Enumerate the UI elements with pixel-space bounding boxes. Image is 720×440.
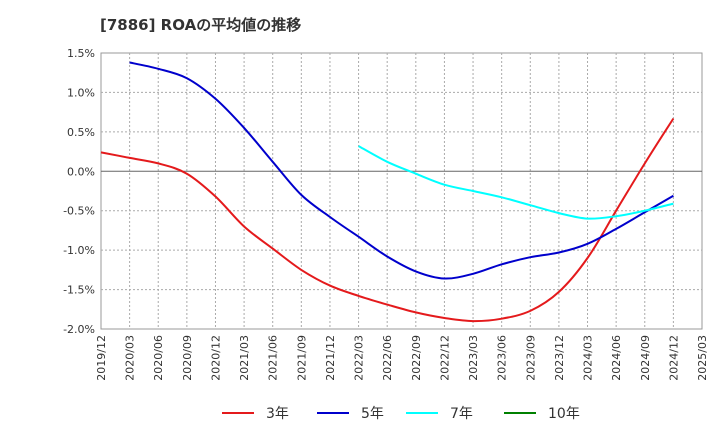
legend-label-1: 5年: [361, 406, 384, 422]
x-tick-label: 2022/12: [438, 335, 451, 381]
x-tick-label: 2021/12: [324, 335, 337, 381]
y-tick-label: -1.5%: [63, 284, 95, 297]
y-axis-ticks: 1.5% 1.0% 0.5% 0.0% -0.5% -1.0% -1.5% -2.0%: [63, 47, 95, 336]
x-axis-ticks: 2019/12 2020/03 2020/06 2020/09 2020/12 2021/…: [95, 335, 709, 381]
y-tick-label: 0.5%: [67, 126, 95, 139]
x-tick-label: 2022/03: [353, 335, 366, 381]
x-tick-label: 2020/12: [209, 335, 222, 381]
grid: [100, 52, 703, 330]
series-line-1: [129, 61, 674, 280]
legend-label-2: 7年: [450, 406, 473, 422]
y-tick-label: 1.5%: [67, 47, 95, 60]
x-tick-label: 2024/03: [582, 335, 595, 381]
x-tick-label: 2021/06: [267, 335, 280, 381]
series-line-2: [358, 145, 674, 220]
x-tick-label: 2024/06: [610, 335, 623, 381]
x-tick-label: 2022/09: [410, 335, 423, 381]
x-tick-label: 2021/03: [238, 335, 251, 381]
x-tick-label: 2023/12: [553, 335, 566, 381]
x-tick-label: 2025/03: [696, 335, 709, 381]
x-tick-label: 2023/03: [467, 335, 480, 381]
series-line-0: [100, 117, 675, 323]
x-tick-label: 2024/09: [639, 335, 652, 381]
x-tick-label: 2024/12: [667, 335, 680, 381]
y-tick-label: -0.5%: [63, 205, 95, 218]
x-tick-label: 2021/09: [295, 335, 308, 381]
x-tick-label: 2019/12: [95, 335, 108, 381]
y-tick-label: 0.0%: [67, 165, 95, 178]
series-lines: [100, 61, 675, 323]
x-tick-label: 2022/06: [381, 335, 394, 381]
x-tick-label: 2023/06: [496, 335, 509, 381]
x-tick-label: 2020/09: [181, 335, 194, 381]
y-tick-label: 1.0%: [67, 86, 95, 99]
x-tick-label: 2020/06: [152, 335, 165, 381]
y-tick-label: -1.0%: [63, 244, 95, 257]
x-tick-label: 2020/03: [124, 335, 137, 381]
y-tick-label: -2.0%: [63, 323, 95, 336]
chart-title: [7886] ROAの平均値の推移: [100, 16, 302, 34]
legend: 3年 5年 7年 10年: [222, 406, 580, 422]
x-tick-label: 2023/09: [524, 335, 537, 381]
legend-label-0: 3年: [266, 406, 289, 422]
plot-frame: [100, 52, 703, 330]
legend-label-3: 10年: [548, 406, 580, 422]
